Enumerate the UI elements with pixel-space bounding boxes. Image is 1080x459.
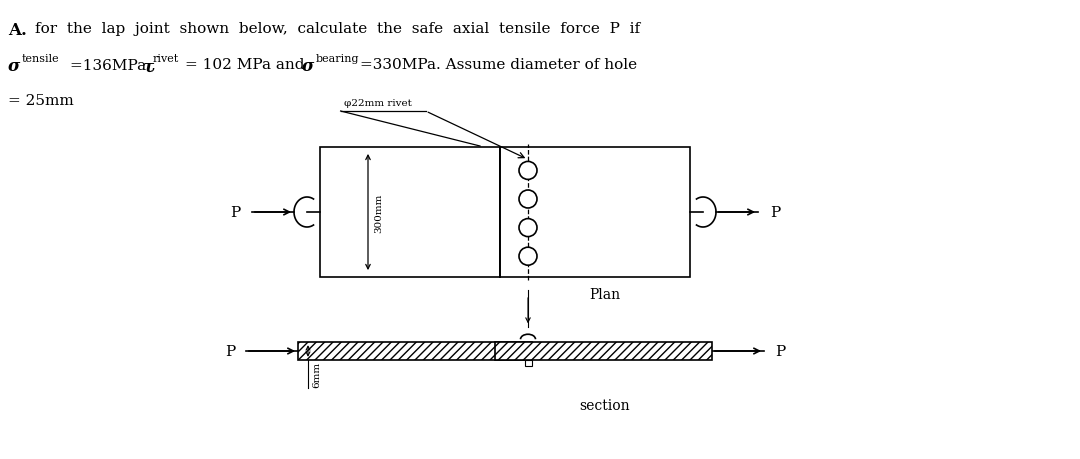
Text: φ22mm rivet: φ22mm rivet — [343, 99, 411, 108]
Text: bearing: bearing — [316, 54, 360, 64]
Bar — [500, 148, 690, 277]
Text: tensile: tensile — [22, 54, 59, 64]
Bar — [495, 342, 712, 360]
Text: P: P — [230, 206, 240, 219]
Bar — [525, 360, 531, 366]
Text: =330MPa. Assume diameter of hole: =330MPa. Assume diameter of hole — [360, 58, 637, 72]
Text: = 25mm: = 25mm — [8, 94, 73, 108]
Text: = 102 MPa and: = 102 MPa and — [185, 58, 305, 72]
Text: P: P — [775, 344, 785, 358]
Text: =136MPa ,: =136MPa , — [70, 58, 156, 72]
Bar — [298, 342, 532, 360]
Text: rivet: rivet — [153, 54, 179, 64]
Circle shape — [519, 162, 537, 180]
Circle shape — [519, 190, 537, 208]
Text: P: P — [770, 206, 780, 219]
Text: A.: A. — [8, 22, 27, 39]
Bar — [320, 148, 500, 277]
Text: for  the  lap  joint  shown  below,  calculate  the  safe  axial  tensile  force: for the lap joint shown below, calculate… — [35, 22, 640, 36]
Text: 6mm: 6mm — [312, 361, 321, 387]
Text: σ: σ — [8, 58, 21, 75]
Text: τ: τ — [141, 58, 153, 75]
Text: Plan: Plan — [590, 287, 621, 302]
Text: 300mm: 300mm — [374, 193, 383, 232]
Text: P: P — [225, 344, 235, 358]
Circle shape — [519, 248, 537, 266]
Text: σ: σ — [302, 58, 314, 75]
Circle shape — [519, 219, 537, 237]
Text: section: section — [580, 398, 631, 412]
